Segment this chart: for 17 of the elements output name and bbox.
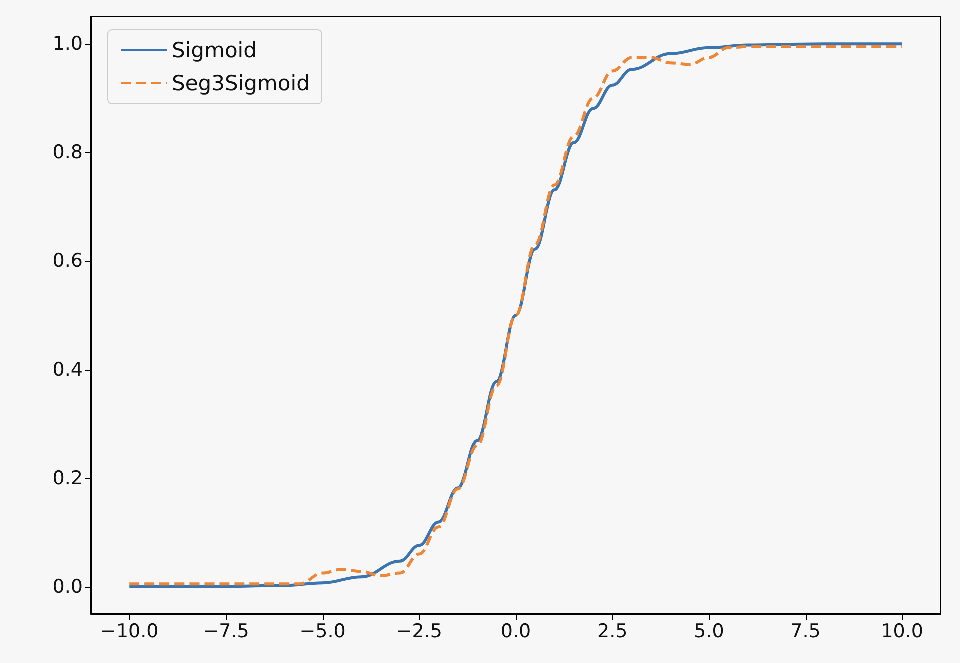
x-tick-label: 10.0 [881, 620, 924, 642]
x-tick-label: −5.0 [300, 620, 346, 642]
x-tick-label: 0.0 [500, 620, 532, 642]
x-tick-label: −10.0 [100, 620, 159, 642]
x-tick-label: 2.5 [597, 620, 628, 642]
legend-label: Sigmoid [172, 38, 257, 62]
x-tick-label: 5.0 [694, 620, 724, 642]
y-tick-label: 0.8 [52, 142, 83, 164]
x-tick-label: −2.5 [396, 620, 442, 642]
y-tick-label: 0.2 [52, 467, 83, 490]
y-tick-label: 0.4 [52, 358, 83, 381]
x-tick-label: −7.5 [203, 620, 250, 642]
y-tick-label: 0.0 [52, 576, 83, 598]
y-tick-label: 1.0 [52, 33, 83, 56]
y-tick-label: 0.6 [52, 250, 83, 272]
legend-label: Seg3Sigmoid [172, 72, 310, 96]
x-tick-label: 7.5 [790, 620, 821, 642]
